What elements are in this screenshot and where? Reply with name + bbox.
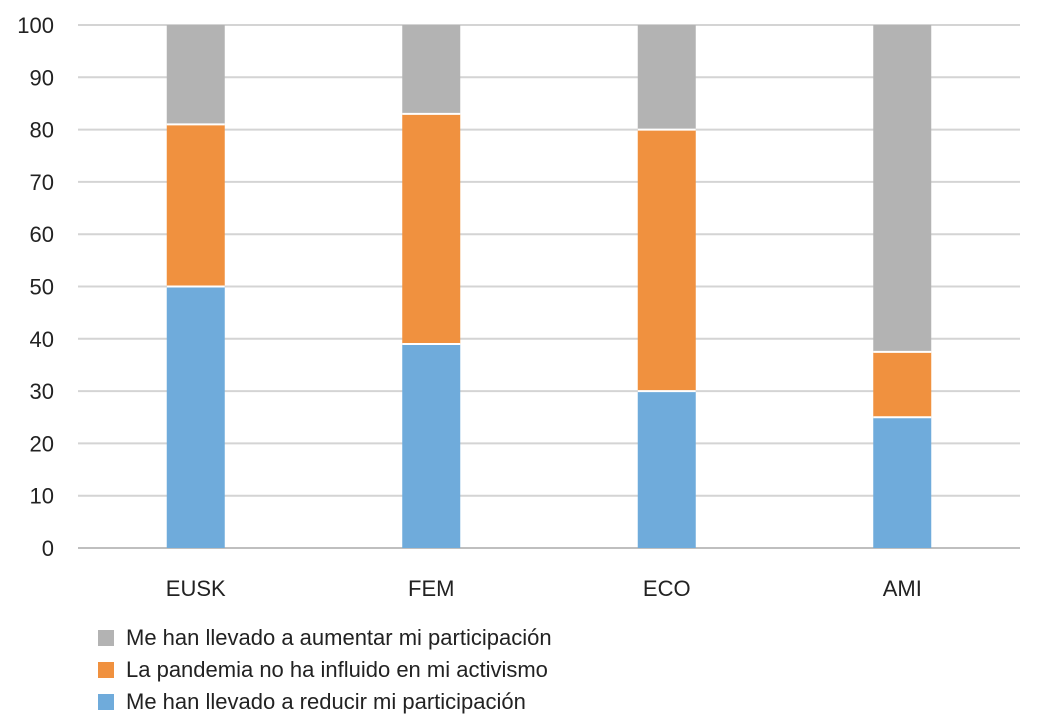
legend: Me han llevado a aumentar mi participaci… — [98, 622, 552, 718]
bars — [166, 25, 932, 548]
gridlines — [78, 24, 1020, 549]
y-axis-ticks: 0 10 20 30 40 50 60 70 80 90 100 — [17, 13, 54, 561]
y-tick-label: 20 — [30, 431, 54, 456]
legend-item: La pandemia no ha influido en mi activis… — [98, 654, 552, 686]
y-tick-label: 80 — [30, 118, 54, 143]
legend-label: La pandemia no ha influido en mi activis… — [126, 657, 548, 682]
y-tick-label: 50 — [30, 275, 54, 300]
bar-segment-eusk-series-0 — [166, 286, 225, 548]
y-tick-label: 30 — [30, 379, 54, 404]
bar-segment-ami-series-1 — [873, 351, 932, 418]
bar-segment-fem-series-0 — [402, 344, 461, 548]
y-tick-label: 100 — [17, 13, 54, 38]
x-tick-label: FEM — [408, 576, 454, 601]
y-tick-label: 0 — [42, 536, 54, 561]
y-tick-label: 70 — [30, 170, 54, 195]
bar-segment-eco-series-1 — [637, 129, 696, 392]
x-tick-label: EUSK — [166, 576, 226, 601]
legend-label: Me han llevado a reducir mi participació… — [126, 689, 526, 714]
bar-segment-fem-series-1 — [402, 113, 461, 345]
bar-segment-eco-series-0 — [637, 391, 696, 548]
legend-swatch — [98, 694, 114, 710]
bar-segment-ami-series-0 — [873, 417, 932, 548]
y-tick-label: 60 — [30, 222, 54, 247]
bar-segment-eusk-series-2 — [166, 25, 225, 125]
bar-segment-eusk-series-1 — [166, 124, 225, 287]
y-tick-label: 40 — [30, 327, 54, 352]
y-tick-label: 10 — [30, 484, 54, 509]
legend-item: Me han llevado a reducir mi participació… — [98, 686, 552, 718]
legend-item: Me han llevado a aumentar mi participaci… — [98, 622, 552, 654]
legend-swatch — [98, 630, 114, 646]
x-axis-ticks: EUSK FEM ECO AMI — [166, 576, 922, 601]
x-tick-label: ECO — [643, 576, 691, 601]
legend-label: Me han llevado a aumentar mi participaci… — [126, 625, 552, 650]
y-tick-label: 90 — [30, 65, 54, 90]
bar-segment-eco-series-2 — [637, 25, 696, 130]
bar-segment-ami-series-2 — [873, 25, 932, 352]
stacked-bar-chart: 0 10 20 30 40 50 60 70 80 90 100 EUSK FEM ECO AMI — [17, 13, 1020, 601]
bar-segment-fem-series-2 — [402, 25, 461, 114]
x-tick-label: AMI — [883, 576, 922, 601]
legend-swatch — [98, 662, 114, 678]
